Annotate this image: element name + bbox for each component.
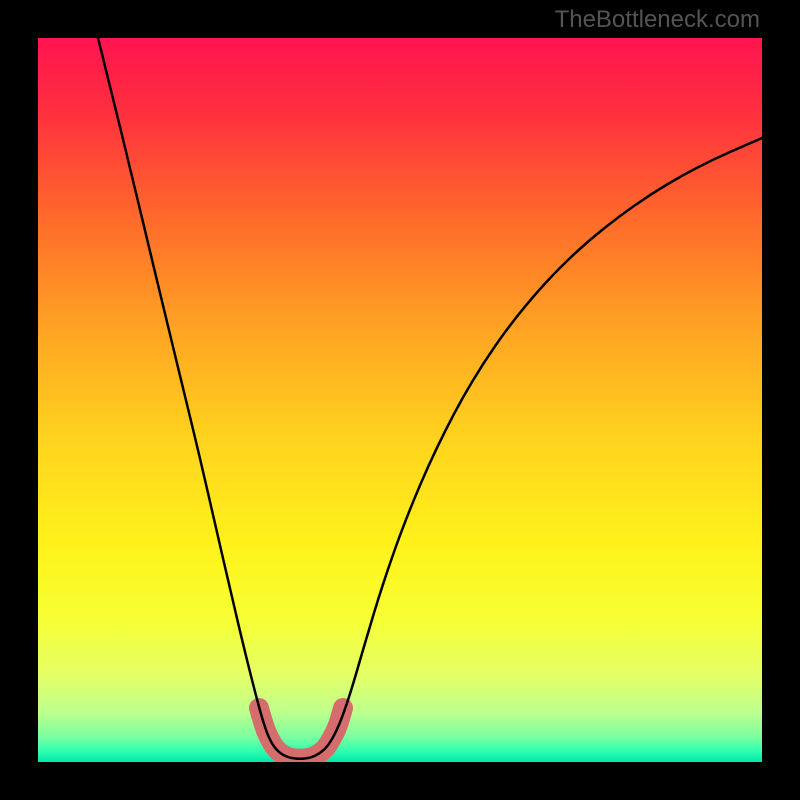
plot-area (38, 38, 762, 762)
watermark-text: TheBottleneck.com (555, 6, 760, 34)
chart-svg (38, 38, 762, 762)
chart-frame: TheBottleneck.com (0, 0, 800, 800)
gradient-background (38, 38, 762, 762)
